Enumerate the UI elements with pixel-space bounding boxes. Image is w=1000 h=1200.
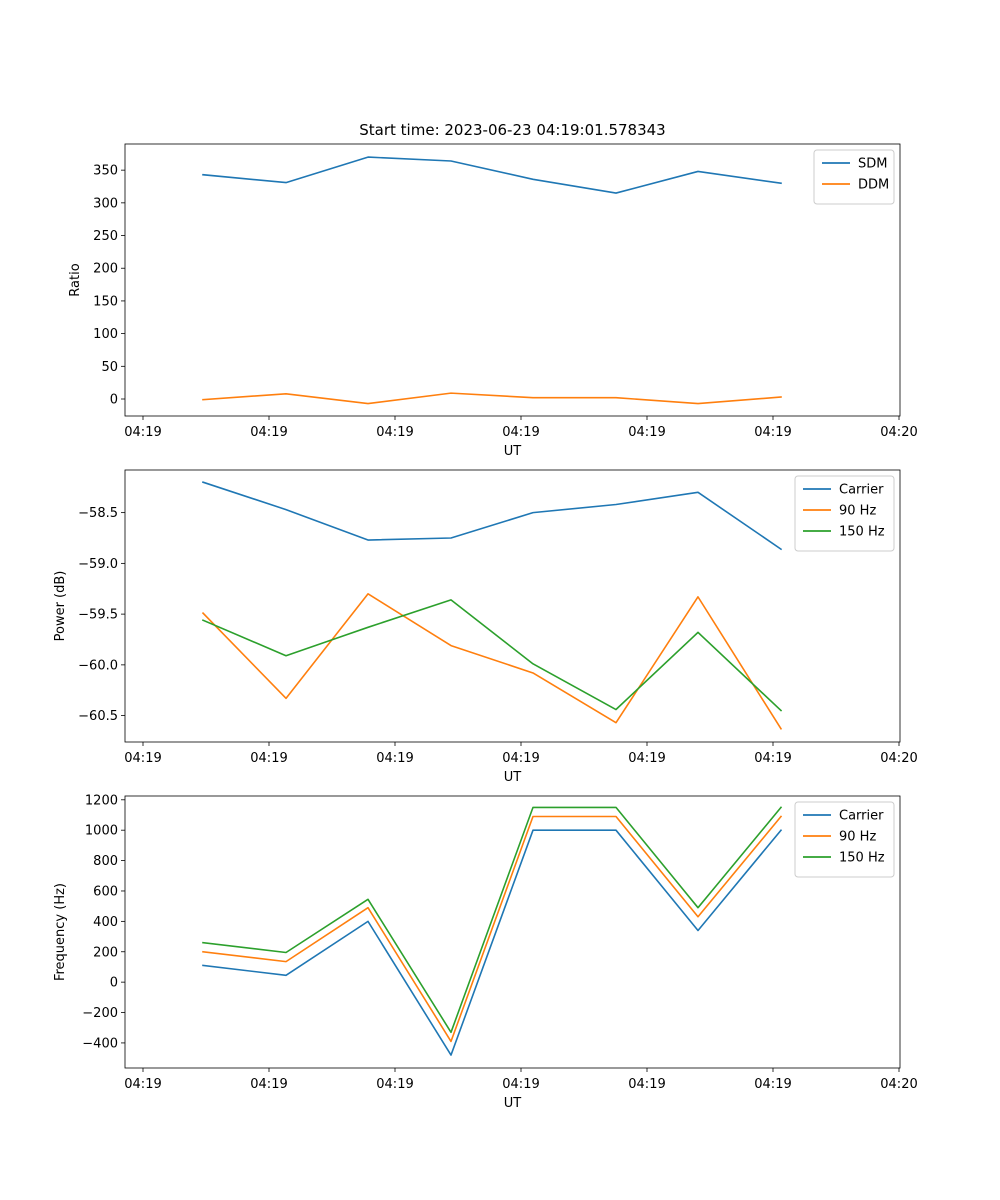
x-tick-label: 04:19 — [628, 751, 665, 766]
y-tick-label: 350 — [93, 164, 118, 179]
legend-entry: DDM — [858, 178, 889, 193]
y-tick-label: 200 — [93, 945, 118, 960]
y-tick-label: −60.5 — [78, 709, 118, 724]
y-axis-label: Frequency (Hz) — [53, 883, 68, 981]
y-tick-label: 150 — [93, 294, 118, 309]
series-line-90-hz — [201, 593, 783, 730]
axes-frame — [124, 143, 901, 417]
legend-box — [794, 801, 895, 878]
x-tick-label: 04:19 — [754, 751, 791, 766]
y-tick-label: −58.5 — [78, 506, 118, 521]
y-tick-label: 800 — [93, 854, 118, 869]
y-tick-label: 50 — [101, 360, 118, 375]
y-axis-label: Power (dB) — [53, 571, 68, 642]
legend-entry: 90 Hz — [839, 504, 876, 519]
legend: SDM DDM — [813, 149, 895, 205]
x-tick-label: 04:19 — [376, 425, 413, 440]
y-tick-label: −200 — [82, 1006, 118, 1021]
x-tick-label: 04:19 — [124, 1077, 161, 1092]
y-axis-label: Ratio — [68, 263, 83, 296]
x-tick-label: 04:19 — [124, 425, 161, 440]
y-tick-label: 600 — [93, 884, 118, 899]
x-tick-label: 04:19 — [754, 425, 791, 440]
series-line-carrier — [202, 829, 783, 1056]
legend: Carrier 90 Hz 150 Hz — [794, 801, 895, 878]
axes-frame — [124, 795, 901, 1069]
x-tick-label: 04:19 — [502, 425, 539, 440]
x-tick-label: 04:19 — [376, 1077, 413, 1092]
y-tick-label: 400 — [93, 915, 118, 930]
legend-entry: 90 Hz — [839, 830, 876, 845]
y-tick-label: −59.0 — [78, 557, 118, 572]
subplot-1: 04:19 04:19 04:19 04:19 04:19 04:19 04:20 0 50 10… — [68, 143, 918, 459]
y-tick-label: 200 — [93, 262, 118, 277]
x-axis-label: UT — [504, 770, 522, 785]
y-tick-label: 1000 — [85, 824, 118, 839]
legend-entry: 150 Hz — [839, 525, 885, 540]
series-line-carrier — [201, 481, 783, 551]
y-tick-label: 100 — [93, 327, 118, 342]
y-tick-label: 0 — [110, 393, 118, 408]
x-tick-label: 04:19 — [376, 751, 413, 766]
y-tick-label: 1200 — [85, 793, 118, 808]
series-line-150-hz — [201, 599, 783, 712]
x-tick-label: 04:19 — [250, 1077, 287, 1092]
x-tick-label: 04:19 — [502, 1077, 539, 1092]
x-tick-label: 04:19 — [502, 751, 539, 766]
x-axis-label: UT — [504, 1096, 522, 1111]
x-tick-label: 04:19 — [250, 751, 287, 766]
y-tick-label: 0 — [110, 976, 118, 991]
axes-frame — [124, 469, 901, 743]
series-line-90-hz — [202, 815, 783, 1043]
series-line-ddm — [202, 392, 782, 405]
y-tick-label: −400 — [82, 1036, 118, 1051]
x-tick-label: 04:19 — [124, 751, 161, 766]
legend-entry: 150 Hz — [839, 851, 885, 866]
y-tick-label: 300 — [93, 196, 118, 211]
series-line-sdm — [202, 156, 782, 194]
y-tick-label: 250 — [93, 229, 118, 244]
series-line-150-hz — [202, 806, 783, 1034]
legend: Carrier 90 Hz 150 Hz — [794, 475, 895, 552]
figure-title: Start time: 2023-06-23 04:19:01.578343 — [359, 121, 666, 139]
x-tick-label: 04:19 — [628, 1077, 665, 1092]
legend-entry: Carrier — [839, 809, 884, 824]
x-tick-label: 04:20 — [880, 1077, 917, 1092]
x-tick-label: 04:20 — [880, 425, 917, 440]
legend-box — [794, 475, 895, 552]
subplot-3: 04:19 04:19 04:19 04:19 04:19 04:19 04:20 −400 −… — [53, 793, 918, 1111]
x-tick-label: 04:20 — [880, 751, 917, 766]
legend-entry: SDM — [858, 157, 887, 172]
x-axis-label: UT — [504, 444, 522, 459]
y-tick-label: −60.0 — [78, 658, 118, 673]
x-tick-label: 04:19 — [628, 425, 665, 440]
legend-entry: Carrier — [839, 483, 884, 498]
y-tick-label: −59.5 — [78, 608, 118, 623]
x-tick-label: 04:19 — [754, 1077, 791, 1092]
subplot-2: 04:19 04:19 04:19 04:19 04:19 04:19 04:20 −58.5… — [53, 469, 918, 785]
x-tick-label: 04:19 — [250, 425, 287, 440]
